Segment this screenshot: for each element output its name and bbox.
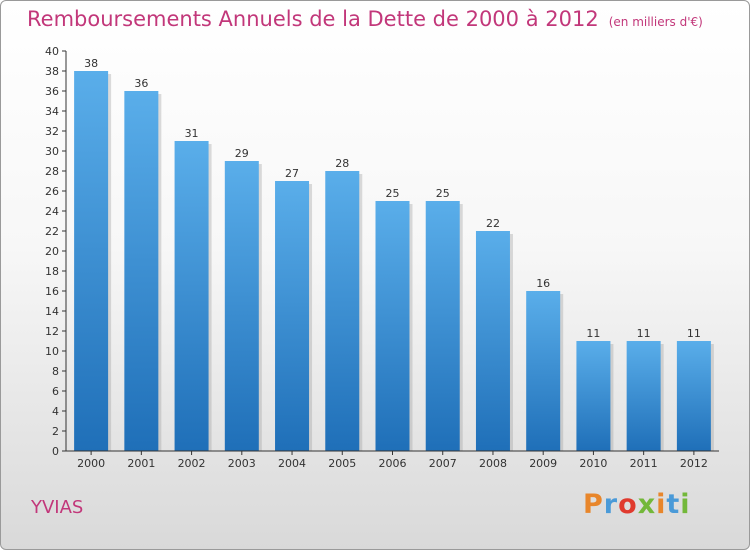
- y-tick-label: 4: [52, 405, 59, 418]
- x-tick-label: 2004: [278, 457, 306, 470]
- x-axis: 2000 2001 2002 2003 2004 2005 2006 2007 2008 2009…: [66, 450, 719, 470]
- bar-2011: [626, 341, 661, 451]
- y-tick-label: 6: [52, 385, 59, 398]
- bar-2012: [676, 341, 711, 451]
- bar-value-label: 28: [335, 157, 349, 170]
- bar-value-label: 31: [185, 127, 199, 140]
- logo-letter: o: [618, 489, 638, 520]
- y-tick-label: 16: [45, 285, 59, 298]
- y-tick-label: 8: [52, 365, 59, 378]
- bar-2007: [425, 201, 460, 451]
- bar-value-label: 38: [84, 57, 98, 70]
- y-tick-label: 14: [45, 305, 59, 318]
- y-tick-label: 40: [45, 45, 59, 58]
- chart-title: Remboursements Annuels de la Dette de 20…: [27, 7, 703, 31]
- logo-letter: t: [666, 489, 681, 520]
- bar-value-label: 27: [285, 167, 299, 180]
- bar-value-label: 16: [536, 277, 550, 290]
- y-tick-label: 36: [45, 85, 59, 98]
- y-tick-label: 30: [45, 145, 59, 158]
- logo-letter: x: [637, 489, 657, 520]
- x-tick-label: 2008: [479, 457, 507, 470]
- y-tick-label: 24: [45, 205, 59, 218]
- x-tick-label: 2010: [579, 457, 607, 470]
- y-tick-label: 22: [45, 225, 59, 238]
- logo-letter: P: [583, 489, 604, 520]
- y-tick-label: 20: [45, 245, 59, 258]
- y-tick-label: 18: [45, 265, 59, 278]
- bar-value-label: 22: [486, 217, 500, 230]
- x-tick-label: 2000: [77, 457, 105, 470]
- bar-2010: [576, 341, 611, 451]
- bar-value-label: 11: [687, 327, 701, 340]
- chart-unit-label: (en milliers d'€): [608, 15, 703, 29]
- chart-title-text: Remboursements Annuels de la Dette de 20…: [27, 7, 599, 31]
- bar-value-label: 36: [134, 77, 148, 90]
- y-tick-label: 34: [45, 105, 59, 118]
- x-tick-label: 2002: [178, 457, 206, 470]
- bar-2003: [224, 161, 259, 451]
- y-tick-label: 10: [45, 345, 59, 358]
- bar-value-label: 25: [436, 187, 450, 200]
- proxiti-logo: Proxiti: [583, 489, 691, 520]
- x-tick-label: 2005: [328, 457, 356, 470]
- x-tick-label: 2009: [529, 457, 557, 470]
- bar-value-label: 11: [586, 327, 600, 340]
- x-tick-label: 2006: [379, 457, 407, 470]
- bar-value-label: 25: [386, 187, 400, 200]
- logo-letter: i: [656, 489, 667, 520]
- y-tick-label: 26: [45, 185, 59, 198]
- bar-2009: [526, 291, 561, 451]
- logo-letter: i: [680, 489, 691, 520]
- x-tick-label: 2003: [228, 457, 256, 470]
- bar-2004: [275, 181, 310, 451]
- bar-2001: [124, 91, 159, 451]
- bar-2005: [325, 171, 360, 451]
- x-tick-label: 2007: [429, 457, 457, 470]
- bar-value-label: 29: [235, 147, 249, 160]
- y-tick-label: 12: [45, 325, 59, 338]
- bar-2006: [375, 201, 410, 451]
- x-tick-label: 2012: [680, 457, 708, 470]
- bar-2000: [74, 71, 109, 451]
- bar-2002: [174, 141, 209, 451]
- bar-value-label: 11: [637, 327, 651, 340]
- bars-group: 38 36 31 29 27 28 25 25 22 16 11 11 11: [74, 57, 714, 451]
- bar-2008: [475, 231, 510, 451]
- y-tick-label: 28: [45, 165, 59, 178]
- y-tick-label: 38: [45, 65, 59, 78]
- x-tick-label: 2011: [630, 457, 658, 470]
- y-tick-label: 2: [52, 425, 59, 438]
- town-name: YVIAS: [31, 497, 84, 518]
- x-tick-label: 2001: [127, 457, 155, 470]
- logo-letter: r: [603, 489, 619, 520]
- y-tick-label: 32: [45, 125, 59, 138]
- y-tick-label: 0: [52, 445, 59, 458]
